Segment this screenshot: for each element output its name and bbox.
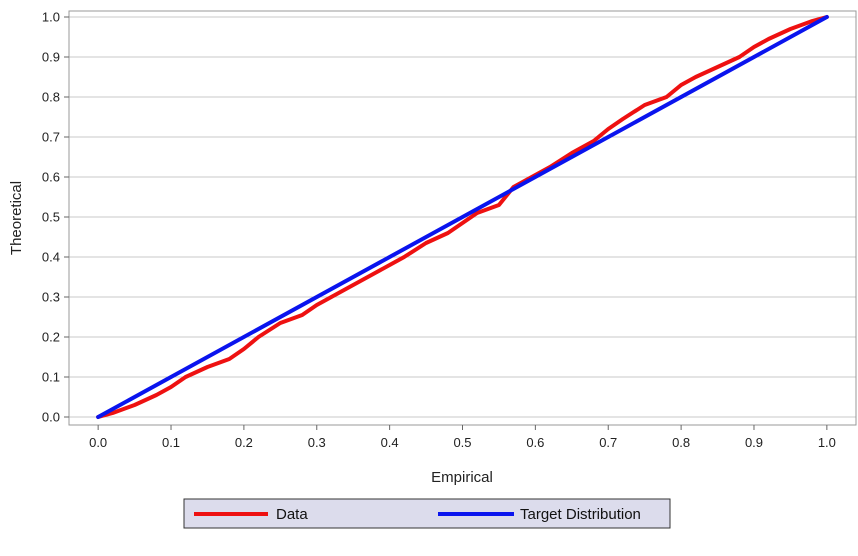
gridlines: [69, 16, 856, 418]
y-tick-label-7: 0.7: [42, 130, 60, 145]
x-tick-label-9: 0.9: [745, 435, 763, 450]
x-tick-label-6: 0.6: [526, 435, 544, 450]
y-tick-label-8: 0.8: [42, 90, 60, 105]
x-tick-label-7: 0.7: [599, 435, 617, 450]
x-tick-label-3: 0.3: [308, 435, 326, 450]
series-line-target-distribution: [96, 15, 829, 419]
y-axis-title: Theoretical: [8, 181, 25, 255]
y-tick-label-9: 0.9: [42, 50, 60, 65]
x-axis: 0.0 0.1 0.2 0.3 0.4 0.5 0.6 0.7 0.8 0.9 1.0: [89, 425, 836, 450]
x-tick-label-4: 0.4: [381, 435, 399, 450]
x-tick-label-5: 0.5: [453, 435, 471, 450]
y-tick-label-2: 0.2: [42, 330, 60, 345]
x-axis-title: Empirical: [431, 469, 493, 486]
x-tick-label-8: 0.8: [672, 435, 690, 450]
y-tick-label-1: 0.1: [42, 370, 60, 385]
x-tick-label-0: 0.0: [89, 435, 107, 450]
x-tick-label-1: 0.1: [162, 435, 180, 450]
legend-label-data: Data: [276, 506, 308, 523]
y-axis: 0.0 0.1 0.2 0.3 0.4 0.5 0.6 0.7 0.8 0.9 1.0: [42, 10, 69, 425]
legend-label-target-distribution: Target Distribution: [520, 506, 641, 523]
y-tick-label-4: 0.4: [42, 250, 60, 265]
y-tick-label-3: 0.3: [42, 290, 60, 305]
x-tick-label-2: 0.2: [235, 435, 253, 450]
y-tick-label-6: 0.6: [42, 170, 60, 185]
y-tick-label-0: 0.0: [42, 410, 60, 425]
y-tick-label-5: 0.5: [42, 210, 60, 225]
legend: Data Target Distribution: [183, 498, 671, 529]
series-layer: [96, 15, 829, 419]
x-tick-label-10: 1.0: [818, 435, 836, 450]
series-line-data: [96, 15, 829, 419]
y-tick-label-10: 1.0: [42, 10, 60, 25]
